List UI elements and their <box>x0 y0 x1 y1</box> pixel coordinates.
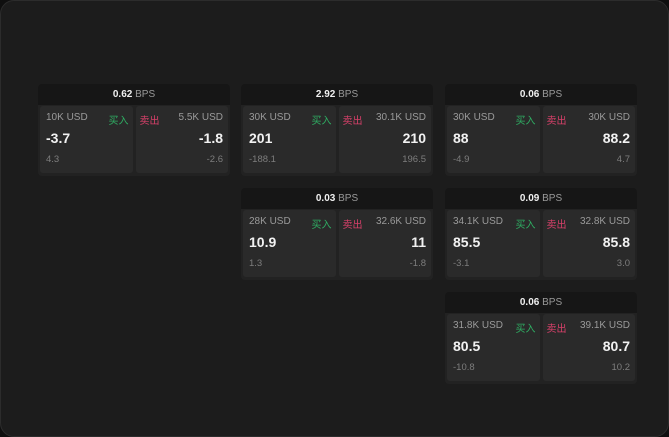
sell-price: -1.8 <box>198 130 223 146</box>
sell-price: 88.2 <box>602 130 630 146</box>
sell-change: -1.8 <box>409 258 426 269</box>
buy-button[interactable]: 31.8K USD 买入 80.5 -10.8 <box>447 314 540 381</box>
spread-unit: BPS <box>542 89 563 100</box>
sell-label: 卖出 <box>546 116 567 127</box>
buy-quantity: 30K USD <box>453 112 495 123</box>
sell-label: 卖出 <box>342 220 363 231</box>
sell-quantity: 32.8K USD <box>579 216 630 227</box>
sell-label: 卖出 <box>546 220 567 231</box>
sell-label: 卖出 <box>139 116 160 127</box>
buy-label: 买入 <box>311 116 332 127</box>
spread-value: 0.09 <box>519 193 540 204</box>
buy-change: -10.8 <box>453 362 475 373</box>
spread-value: 0.03 <box>315 193 336 204</box>
spread-unit: BPS <box>542 297 563 308</box>
quote-card: 0.06 BPS 31.8K USD 买入 80.5 -10.8 卖出 39.1… <box>445 292 637 384</box>
sell-quantity: 30K USD <box>588 112 630 123</box>
spread-header: 0.06 BPS <box>445 84 637 105</box>
spread-header: 0.03 BPS <box>241 188 433 209</box>
spread-header: 0.09 BPS <box>445 188 637 209</box>
buy-change: -3.1 <box>453 258 470 269</box>
sell-quantity: 39.1K USD <box>579 320 630 331</box>
buy-change: -4.9 <box>453 154 470 165</box>
spread-unit: BPS <box>338 89 359 100</box>
sell-quantity: 30.1K USD <box>375 112 426 123</box>
sell-button[interactable]: 卖出 30.1K USD 210 196.5 <box>338 106 431 173</box>
buy-quantity: 34.1K USD <box>453 216 504 227</box>
spread-header: 2.92 BPS <box>241 84 433 105</box>
buy-price: 88 <box>453 130 469 146</box>
quote-card: 0.06 BPS 30K USD 买入 88 -4.9 卖出 30K USD 8… <box>445 84 637 176</box>
spread-value: 0.06 <box>519 89 540 100</box>
buy-quantity: 28K USD <box>249 216 291 227</box>
spread-value: 0.06 <box>519 297 540 308</box>
buy-change: 1.3 <box>249 258 263 269</box>
spread-unit: BPS <box>542 193 563 204</box>
sell-price: 11 <box>411 234 426 250</box>
buy-change: -188.1 <box>249 154 276 165</box>
sell-price: 85.8 <box>602 234 630 250</box>
sell-change: 4.7 <box>616 154 630 165</box>
quote-card: 0.62 BPS 10K USD 买入 -3.7 4.3 卖出 5.5K USD… <box>38 84 230 176</box>
buy-button[interactable]: 34.1K USD 买入 85.5 -3.1 <box>447 210 540 277</box>
sell-label: 卖出 <box>342 116 363 127</box>
buy-change: 4.3 <box>46 154 60 165</box>
buy-label: 买入 <box>311 220 332 231</box>
buy-price: 80.5 <box>453 338 481 354</box>
buy-label: 买入 <box>108 116 129 127</box>
buy-quantity: 31.8K USD <box>453 320 504 331</box>
buy-price: 85.5 <box>453 234 481 250</box>
buy-price: 201 <box>249 130 273 146</box>
quote-card: 2.92 BPS 30K USD 买入 201 -188.1 卖出 30.1K … <box>241 84 433 176</box>
sell-quantity: 32.6K USD <box>375 216 426 227</box>
sell-change: 196.5 <box>402 154 426 165</box>
sell-price: 80.7 <box>602 338 630 354</box>
spread-unit: BPS <box>135 89 156 100</box>
buy-label: 买入 <box>515 116 536 127</box>
sell-change: -2.6 <box>206 154 223 165</box>
quote-card: 0.09 BPS 34.1K USD 买入 85.5 -3.1 卖出 32.8K… <box>445 188 637 280</box>
buy-quantity: 10K USD <box>46 112 88 123</box>
buy-button[interactable]: 28K USD 买入 10.9 1.3 <box>243 210 336 277</box>
buy-button[interactable]: 10K USD 买入 -3.7 4.3 <box>40 106 133 173</box>
sell-change: 10.2 <box>611 362 631 373</box>
spread-header: 0.62 BPS <box>38 84 230 105</box>
buy-label: 买入 <box>515 220 536 231</box>
spread-value: 0.62 <box>112 89 133 100</box>
sell-button[interactable]: 卖出 30K USD 88.2 4.7 <box>542 106 635 173</box>
spread-unit: BPS <box>338 193 359 204</box>
buy-button[interactable]: 30K USD 买入 201 -188.1 <box>243 106 336 173</box>
sell-quantity: 5.5K USD <box>178 112 223 123</box>
spread-header: 0.06 BPS <box>445 292 637 313</box>
buy-quantity: 30K USD <box>249 112 291 123</box>
sell-button[interactable]: 卖出 32.8K USD 85.8 3.0 <box>542 210 635 277</box>
buy-price: -3.7 <box>46 130 71 146</box>
spread-value: 2.92 <box>315 89 336 100</box>
sell-button[interactable]: 卖出 39.1K USD 80.7 10.2 <box>542 314 635 381</box>
buy-price: 10.9 <box>249 234 277 250</box>
sell-label: 卖出 <box>546 324 567 335</box>
quote-card: 0.03 BPS 28K USD 买入 10.9 1.3 卖出 32.6K US… <box>241 188 433 280</box>
sell-change: 3.0 <box>616 258 630 269</box>
sell-button[interactable]: 卖出 5.5K USD -1.8 -2.6 <box>135 106 228 173</box>
buy-label: 买入 <box>515 324 536 335</box>
buy-button[interactable]: 30K USD 买入 88 -4.9 <box>447 106 540 173</box>
sell-price: 210 <box>402 130 426 146</box>
sell-button[interactable]: 卖出 32.6K USD 11 -1.8 <box>338 210 431 277</box>
